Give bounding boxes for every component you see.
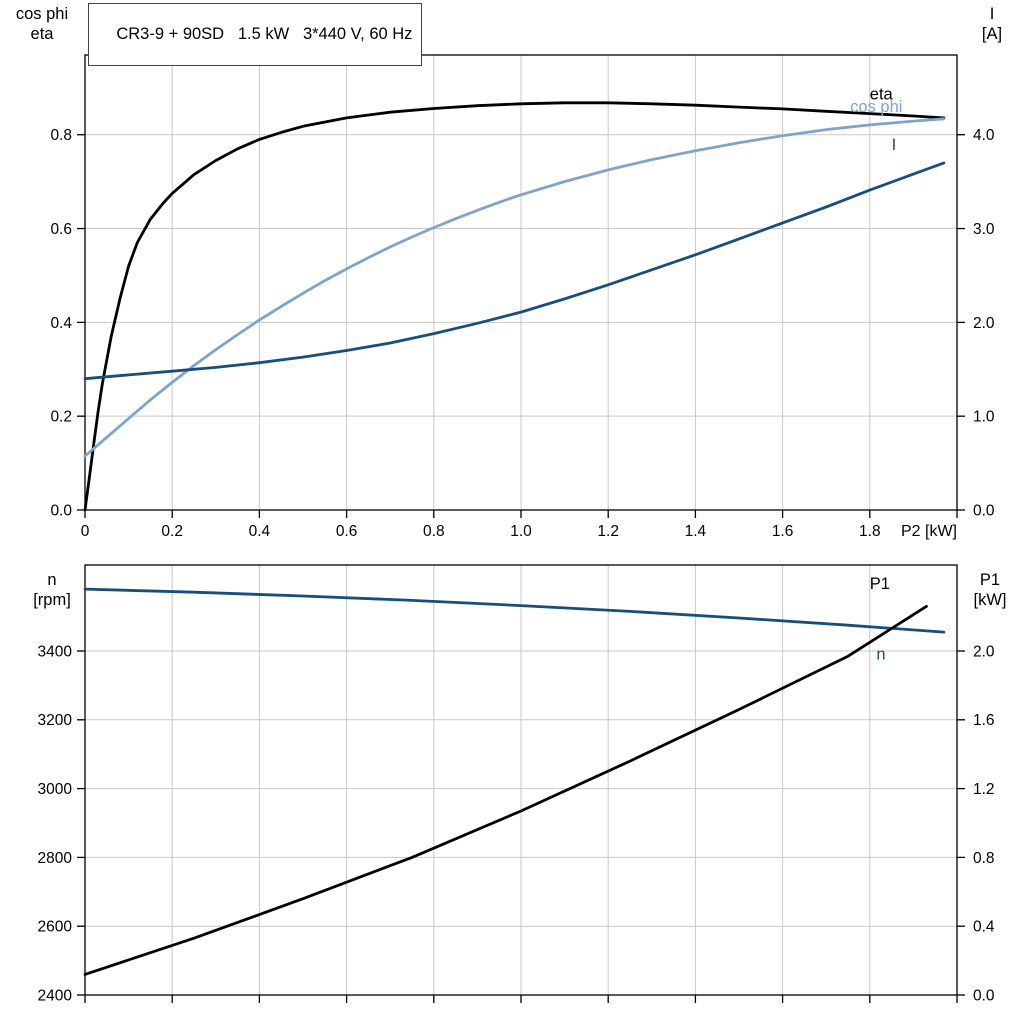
series-curve-eta xyxy=(83,101,946,512)
x-tick-label: 1.2 xyxy=(597,523,619,540)
series-curve-cos-phi xyxy=(83,117,946,458)
top-chart-left-axis-title: cos phi eta xyxy=(0,4,84,44)
bottom-chart-right-axis-title: P1 [kW] xyxy=(960,570,1020,610)
right-tick-label: 1.6 xyxy=(973,712,995,729)
x-tick-label: 1.4 xyxy=(685,523,707,540)
x-tick-label: 1.6 xyxy=(772,523,794,540)
series-label-eta: eta xyxy=(870,86,894,104)
x-tick-label: 0.8 xyxy=(423,523,445,540)
left-axis-title-line-1: cos phi xyxy=(15,5,69,23)
right-tick-label: 2.0 xyxy=(973,315,995,332)
series-curve-P1 xyxy=(83,604,928,976)
left-axis-title-line-1: n xyxy=(47,571,57,589)
x-tick-label: 1.8 xyxy=(859,523,881,540)
right-tick-label: 0.4 xyxy=(973,919,995,936)
series-label-I: I xyxy=(892,136,897,154)
series-label-cos-phi: cos phi xyxy=(850,98,902,116)
right-axis-title-line-1: P1 xyxy=(979,571,1001,589)
left-tick-label: 0.8 xyxy=(50,127,72,144)
left-tick-label: 3200 xyxy=(38,712,73,729)
right-axis-title-line-2: [A] xyxy=(981,25,1003,43)
chart-title-box: CR3-9 + 90SD 1.5 kW 3*440 V, 60 Hz xyxy=(88,3,423,66)
chart-title: CR3-9 + 90SD 1.5 kW 3*440 V, 60 Hz xyxy=(116,25,413,43)
top-chart-right-axis-title: I [A] xyxy=(964,4,1020,44)
series-label-n: n xyxy=(876,646,885,664)
left-axis-title-line-2: [rpm] xyxy=(33,591,71,609)
series-label-P1: P1 xyxy=(870,575,890,593)
right-tick-label: 0.0 xyxy=(973,502,995,519)
x-tick-label: 1.0 xyxy=(510,523,532,540)
right-tick-label: 0.8 xyxy=(973,850,995,867)
left-tick-label: 0.6 xyxy=(50,221,72,238)
right-tick-label: 2.0 xyxy=(973,643,995,660)
left-tick-label: 0.4 xyxy=(50,315,72,332)
left-tick-label: 2400 xyxy=(38,987,73,1004)
right-tick-label: 3.0 xyxy=(973,221,995,238)
left-axis-title-line-2: eta xyxy=(30,25,54,43)
x-axis-label: P2 [kW] xyxy=(901,523,957,540)
left-tick-label: 0.2 xyxy=(50,409,72,426)
left-tick-label: 0.0 xyxy=(50,502,72,519)
left-tick-label: 2800 xyxy=(38,850,73,867)
right-axis-title-line-1: I xyxy=(989,5,995,23)
x-tick-label: 0.4 xyxy=(249,523,271,540)
right-axis-title-line-2: [kW] xyxy=(973,591,1007,609)
right-tick-label: 1.0 xyxy=(973,409,995,426)
series-curve-I xyxy=(83,161,946,381)
left-tick-label: 3400 xyxy=(38,643,73,660)
bottom-chart-left-axis-title: n [rpm] xyxy=(18,570,86,610)
right-tick-label: 4.0 xyxy=(973,127,995,144)
right-tick-label: 1.2 xyxy=(973,781,995,798)
x-tick-label: 0.6 xyxy=(336,523,358,540)
left-tick-label: 3000 xyxy=(38,781,73,798)
left-tick-label: 2600 xyxy=(38,919,73,936)
x-tick-label: 0 xyxy=(81,523,90,540)
right-tick-label: 0.0 xyxy=(973,987,995,1004)
x-tick-label: 0.2 xyxy=(161,523,183,540)
series-curve-n xyxy=(83,587,946,634)
